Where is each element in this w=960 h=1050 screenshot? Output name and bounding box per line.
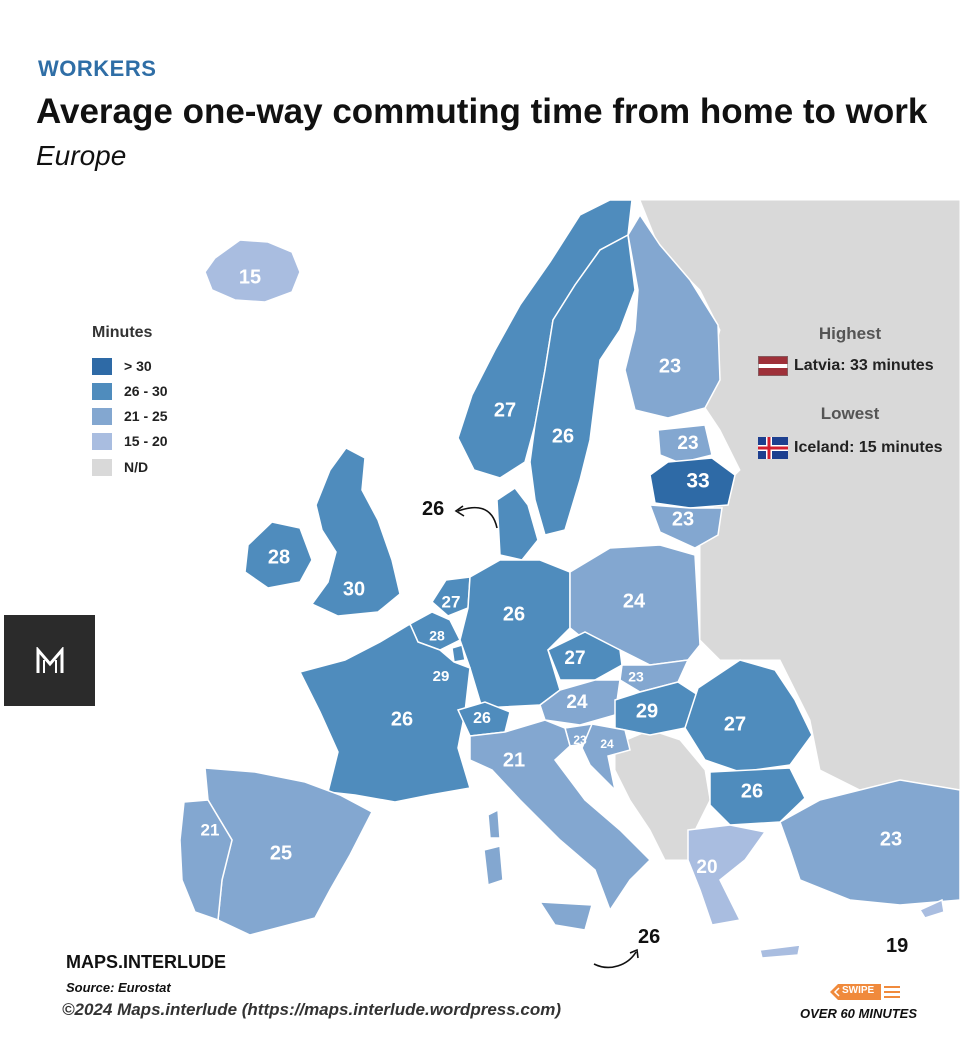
iceland-flag-icon bbox=[758, 437, 788, 459]
country-value-latvia: 33 bbox=[686, 470, 709, 493]
legend-swatch bbox=[92, 382, 112, 400]
legend-item: 15 - 20 bbox=[92, 431, 168, 451]
country-germany bbox=[459, 559, 571, 709]
country-value-hungary: 29 bbox=[636, 700, 658, 722]
swipe-button[interactable]: SWIPE bbox=[826, 983, 901, 1001]
country-turkey bbox=[779, 779, 960, 906]
map-value-labels: 15 27 26 23 23 33 23 28 30 27 28 29 26 24 27 23 24 29 27 26… bbox=[201, 266, 903, 878]
page-subtitle: Europe bbox=[36, 140, 127, 171]
country-value-slovakia: 23 bbox=[628, 669, 644, 685]
highest-heading: Highest bbox=[818, 324, 882, 343]
country-value-portugal: 21 bbox=[201, 820, 220, 839]
country-finland bbox=[624, 213, 721, 419]
malta-value: 26 bbox=[638, 926, 661, 948]
country-value-bulgaria: 26 bbox=[741, 780, 763, 802]
country-value-luxembourg: 29 bbox=[433, 668, 450, 685]
country-value-sweden: 26 bbox=[552, 425, 574, 447]
legend-swatch bbox=[92, 458, 112, 476]
country-value-italy: 21 bbox=[503, 749, 525, 771]
legend-label: > 30 bbox=[124, 358, 152, 374]
malta-callout-arrow bbox=[593, 951, 637, 969]
country-croatia bbox=[581, 723, 631, 793]
legend-swatch bbox=[92, 432, 112, 450]
legend-item: N/D bbox=[92, 457, 148, 477]
denmark-value: 26 bbox=[422, 498, 445, 520]
country-ireland bbox=[244, 521, 313, 589]
latvia-flag-icon bbox=[758, 356, 788, 376]
country-latvia bbox=[649, 457, 736, 509]
country-sweden bbox=[529, 233, 636, 536]
country-value-norway: 27 bbox=[494, 399, 516, 421]
swipe-label: SWIPE bbox=[842, 985, 875, 996]
country-value-france: 26 bbox=[391, 708, 413, 730]
legend-label: 21 - 25 bbox=[124, 408, 168, 424]
country-value-belgium: 28 bbox=[429, 628, 445, 644]
country-value-croatia: 24 bbox=[600, 737, 614, 751]
country-value-romania: 27 bbox=[724, 713, 746, 735]
legend-swatch bbox=[92, 407, 112, 425]
country-crete bbox=[759, 944, 801, 959]
malta-callout-arrowhead bbox=[629, 948, 639, 959]
country-value-czechia: 27 bbox=[564, 648, 585, 669]
country-lithuania bbox=[648, 504, 723, 549]
logo-m-icon bbox=[36, 646, 63, 673]
copyright-note: ©2024 Maps.interlude (https://maps.inter… bbox=[62, 1000, 562, 1019]
country-france bbox=[298, 622, 471, 803]
legend-item: 21 - 25 bbox=[92, 406, 168, 426]
highest-text: Latvia: 33 minutes bbox=[794, 357, 934, 374]
country-value-slovenia: 23 bbox=[573, 733, 587, 747]
country-value-austria: 24 bbox=[566, 692, 588, 713]
legend-label: 15 - 20 bbox=[124, 433, 168, 449]
country-value-ireland: 28 bbox=[268, 546, 290, 568]
denmark-callout-arrow bbox=[457, 506, 498, 529]
country-iceland bbox=[204, 239, 301, 303]
country-value-iceland: 15 bbox=[239, 266, 261, 288]
country-value-greece: 20 bbox=[696, 857, 717, 878]
country-sicily bbox=[538, 901, 593, 931]
country-austria bbox=[539, 679, 621, 726]
denmark-callout-arrowhead bbox=[454, 505, 465, 517]
lowest-row: Iceland: 15 minutes bbox=[758, 437, 943, 459]
country-value-spain: 25 bbox=[270, 842, 292, 864]
legend-label: 26 - 30 bbox=[124, 383, 168, 399]
brand-name: MAPS.INTERLUDE bbox=[66, 952, 227, 972]
country-sardinia bbox=[483, 845, 504, 887]
country-value-switzerland: 26 bbox=[473, 710, 491, 727]
lowest-text: Iceland: 15 minutes bbox=[794, 439, 943, 456]
country-portugal bbox=[179, 799, 233, 922]
legend-item: > 30 bbox=[92, 356, 152, 376]
category-label: WORKERS bbox=[38, 56, 157, 81]
next-slide-teaser: OVER 60 MINUTES bbox=[800, 1006, 918, 1021]
legend-swatch bbox=[92, 357, 112, 375]
country-uk bbox=[310, 447, 401, 617]
country-value-finland: 23 bbox=[659, 355, 681, 377]
country-cyprus bbox=[918, 898, 945, 919]
country-denmark bbox=[496, 486, 539, 561]
country-value-netherlands: 27 bbox=[442, 592, 461, 611]
legend-title: Minutes bbox=[92, 324, 153, 341]
swipe-arrow-icon bbox=[830, 984, 900, 1000]
country-value-estonia: 23 bbox=[677, 433, 698, 454]
source-note: Source: Eurostat bbox=[66, 980, 171, 995]
country-switzerland bbox=[456, 701, 511, 737]
country-value-turkey: 23 bbox=[880, 828, 902, 850]
country-corsica bbox=[487, 808, 501, 839]
country-value-lithuania: 23 bbox=[672, 508, 694, 530]
country-italy bbox=[469, 719, 652, 912]
country-luxembourg bbox=[451, 644, 466, 663]
highest-row: Latvia: 33 minutes bbox=[758, 356, 934, 376]
page-title: Average one-way commuting time from home… bbox=[36, 92, 928, 131]
country-value-united-kingdom: 30 bbox=[343, 578, 365, 600]
europe-map: 15 27 26 23 23 33 23 28 30 27 28 29 26 24 27 23 24 29 27 26… bbox=[179, 199, 960, 969]
country-value-poland: 24 bbox=[623, 590, 646, 612]
country-greece bbox=[687, 824, 767, 926]
legend-item: 26 - 30 bbox=[92, 381, 168, 401]
cyprus-value: 19 bbox=[886, 935, 909, 957]
legend-label: N/D bbox=[124, 459, 149, 475]
maps-interlude-logo bbox=[4, 615, 95, 706]
lowest-heading: Lowest bbox=[820, 404, 880, 423]
country-romania bbox=[684, 659, 813, 773]
country-value-germany: 26 bbox=[503, 603, 525, 625]
